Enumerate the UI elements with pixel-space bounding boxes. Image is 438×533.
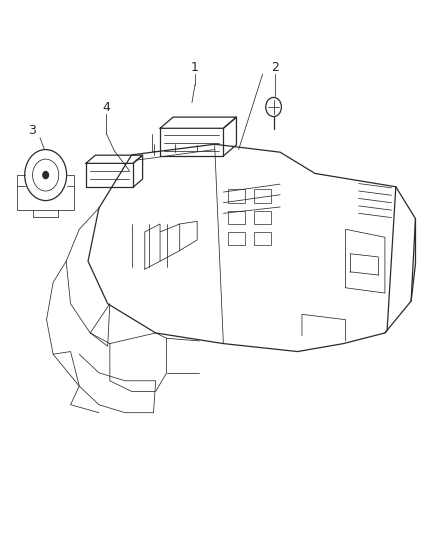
Circle shape xyxy=(42,171,49,179)
Text: 3: 3 xyxy=(28,124,36,138)
Text: 1: 1 xyxy=(191,61,199,74)
Bar xyxy=(254,232,272,245)
Bar xyxy=(228,232,245,245)
Bar xyxy=(228,189,245,203)
Text: 2: 2 xyxy=(271,61,279,74)
Bar xyxy=(228,211,245,224)
Bar xyxy=(254,211,272,224)
Bar xyxy=(254,189,272,203)
Text: 4: 4 xyxy=(102,101,110,114)
